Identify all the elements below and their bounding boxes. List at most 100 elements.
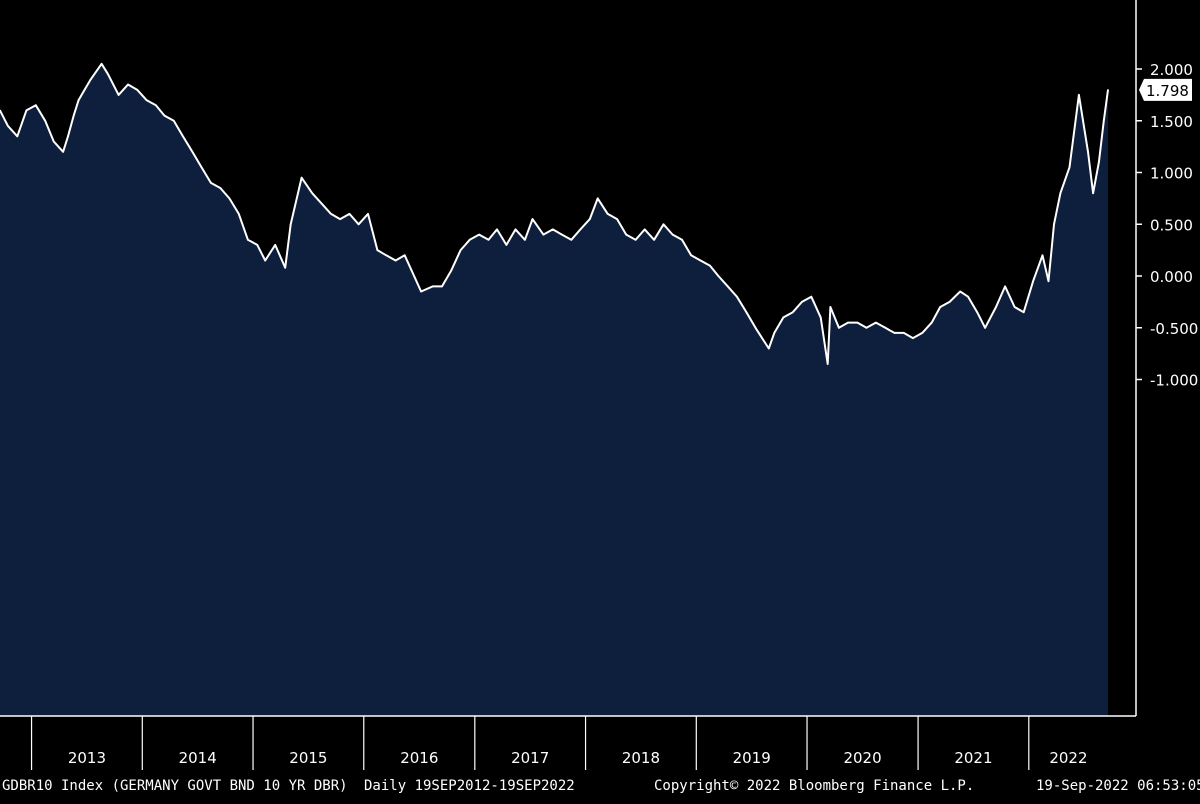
data-point — [671, 233, 674, 236]
data-point — [330, 213, 332, 215]
data-point — [441, 285, 443, 288]
data-point — [948, 301, 951, 303]
data-point — [596, 197, 599, 200]
data-point — [173, 120, 175, 122]
data-point — [625, 233, 627, 236]
data-point — [690, 254, 692, 257]
data-point — [819, 316, 822, 319]
data-point — [856, 321, 859, 324]
data-point — [496, 228, 498, 231]
data-point — [403, 254, 406, 257]
data-point — [1047, 280, 1050, 283]
y-tick-label: 2.000 — [1150, 61, 1193, 79]
data-point — [976, 311, 978, 314]
data-point — [1053, 223, 1055, 226]
data-point — [717, 275, 720, 277]
data-point — [72, 114, 75, 117]
data-point — [127, 83, 129, 86]
x-tick-label: 2021 — [954, 749, 992, 767]
data-point — [1068, 166, 1071, 169]
data-point — [838, 327, 840, 329]
data-point — [662, 223, 665, 226]
data-point — [420, 290, 422, 293]
data-point — [903, 332, 905, 334]
data-point — [394, 259, 397, 262]
data-point — [264, 259, 267, 262]
data-point — [247, 239, 249, 241]
x-tick-label: 2016 — [400, 749, 438, 767]
y-tick-label: 0.500 — [1150, 216, 1193, 234]
data-point — [773, 332, 776, 334]
data-point — [754, 327, 757, 329]
data-point — [182, 135, 184, 138]
data-point — [77, 99, 80, 101]
data-point — [959, 290, 961, 293]
data-point — [912, 337, 914, 339]
last-value-tag — [1139, 78, 1192, 101]
y-tick-label: 0.000 — [1150, 268, 1193, 286]
data-point — [653, 239, 655, 241]
data-point — [320, 202, 323, 205]
data-point — [801, 301, 803, 303]
data-point — [155, 104, 157, 106]
data-point — [524, 239, 526, 241]
data-point — [995, 306, 997, 308]
data-point — [311, 192, 314, 194]
data-point — [505, 244, 508, 246]
data-point — [89, 78, 92, 81]
x-tick-label: 2014 — [179, 749, 217, 767]
data-point — [727, 285, 729, 288]
data-point — [1004, 285, 1006, 288]
data-point — [284, 266, 287, 269]
data-point — [826, 363, 829, 365]
footer-timestamp: 19-Sep-2022 06:53:05 — [1036, 778, 1200, 794]
data-point — [1078, 94, 1080, 96]
data-point — [210, 182, 212, 184]
data-point — [1107, 89, 1109, 91]
last-value-label: 1.798 — [1146, 82, 1189, 100]
data-point — [67, 135, 69, 138]
data-point — [829, 306, 832, 308]
y-tick-label: -0.500 — [1150, 320, 1198, 338]
data-point — [145, 99, 148, 101]
data-point — [865, 327, 868, 329]
data-point — [782, 316, 785, 319]
data-point — [875, 321, 877, 324]
data-point — [100, 63, 103, 65]
data-point — [1041, 254, 1044, 257]
data-point — [606, 213, 609, 215]
data-point — [552, 228, 554, 231]
data-point — [561, 233, 563, 236]
data-point — [634, 239, 637, 241]
data-point — [107, 73, 109, 75]
data-point — [709, 264, 711, 267]
data-point — [7, 125, 9, 127]
data-point — [939, 306, 941, 308]
data-point — [810, 295, 813, 298]
data-point — [468, 239, 471, 241]
data-point — [431, 285, 434, 288]
x-tick-label: 2013 — [68, 749, 106, 767]
data-point — [238, 213, 240, 215]
footer-range-label: Daily 19SEP2012-19SEP2022 — [364, 778, 575, 794]
y-tick-label: -1.000 — [1150, 372, 1198, 390]
data-point — [16, 135, 19, 138]
data-point — [1013, 306, 1016, 308]
data-point — [83, 88, 86, 91]
data-point — [921, 332, 924, 334]
data-point — [1098, 161, 1100, 163]
series-area-fill — [0, 63, 1108, 717]
data-point — [348, 213, 351, 215]
data-point — [339, 218, 341, 220]
data-point — [1103, 120, 1105, 122]
data-point — [1032, 280, 1034, 283]
x-tick-label: 2018 — [622, 749, 660, 767]
x-tick-label: 2015 — [289, 749, 327, 767]
data-point — [289, 223, 292, 226]
footer-copyright: Copyright© 2022 Bloomberg Finance L.P. — [654, 778, 975, 794]
data-point — [579, 228, 582, 231]
data-point — [699, 259, 702, 262]
data-point — [1092, 192, 1094, 194]
data-point — [376, 249, 379, 251]
